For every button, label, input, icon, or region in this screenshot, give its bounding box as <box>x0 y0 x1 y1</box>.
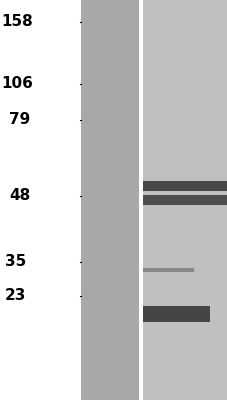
Bar <box>143 181 227 191</box>
Text: 35: 35 <box>5 254 26 270</box>
Text: 158: 158 <box>1 14 33 30</box>
Text: 79: 79 <box>9 112 30 128</box>
Bar <box>81 0 138 400</box>
Text: 23: 23 <box>5 288 26 304</box>
Text: 106: 106 <box>1 76 33 92</box>
Text: 48: 48 <box>9 188 30 204</box>
Bar <box>143 0 227 400</box>
Bar <box>138 0 143 400</box>
Bar <box>143 306 209 322</box>
Bar <box>143 268 193 272</box>
Bar <box>143 195 227 205</box>
